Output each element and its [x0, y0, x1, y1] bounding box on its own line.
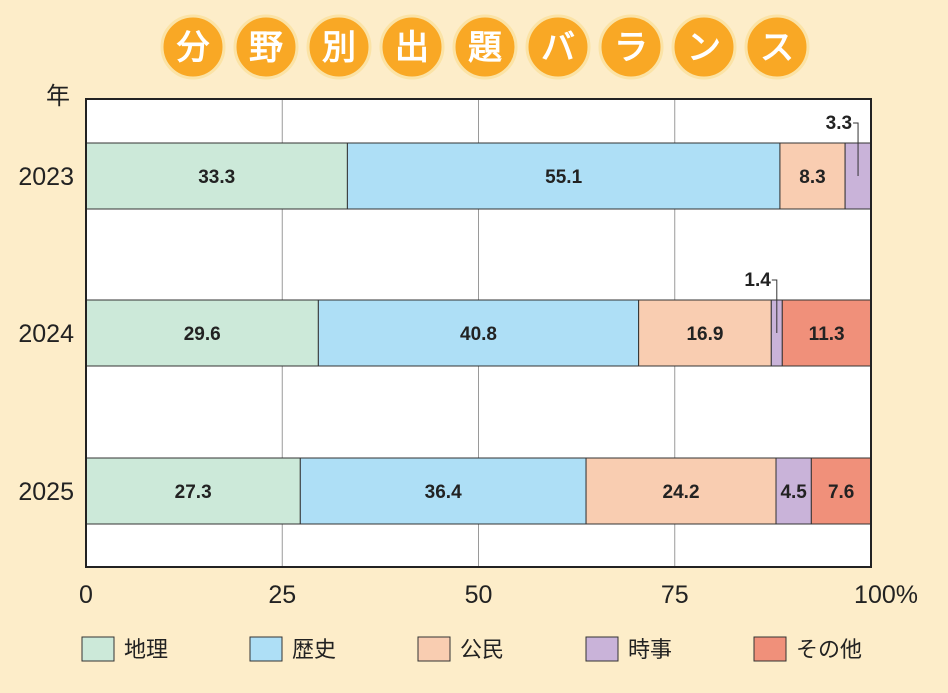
- legend-item: 時事: [585, 636, 672, 663]
- title-char-3: 別: [322, 28, 356, 68]
- legend-swatch: [585, 636, 619, 662]
- legend-swatch: [753, 636, 787, 662]
- data-label: 8.3: [799, 167, 825, 188]
- title-circle-8: [671, 14, 737, 80]
- legend-swatch: [81, 636, 115, 662]
- category-label: 2024: [18, 320, 74, 348]
- data-label: 55.1: [545, 167, 582, 188]
- x-tick-label: 0: [79, 581, 93, 609]
- legend-label: 地理: [124, 638, 168, 663]
- title-char-2: 野: [249, 28, 283, 68]
- bar-segment: [346, 142, 781, 210]
- bar-segment: [775, 457, 812, 525]
- bars: 33.3 55.1 8.3 29.6 40.8 16.9 11.3 27.3 36.4 24.2 4…: [85, 142, 872, 525]
- data-label: 16.9: [686, 324, 723, 345]
- title-char-1: 分: [176, 28, 210, 68]
- category-label: 2025: [18, 478, 74, 506]
- title-circle-5: [452, 14, 518, 80]
- legend-label: 公民: [460, 638, 504, 663]
- title-char-7: ラ: [614, 28, 648, 68]
- category-axis: 2023 2024 2025: [18, 163, 74, 506]
- legend-item: 公民: [417, 636, 504, 663]
- legend-swatch: [417, 636, 451, 662]
- x-tick-label: 75: [661, 581, 689, 609]
- callouts: 3.3 1.4: [744, 113, 859, 333]
- title-circle-1: [160, 14, 226, 80]
- title-circle-9: [744, 14, 810, 80]
- title-char-8: ン: [687, 28, 721, 68]
- title-char-4: 出: [395, 28, 429, 68]
- data-label: 27.3: [175, 482, 212, 503]
- data-label: 29.6: [184, 324, 221, 345]
- bar-segment: [85, 299, 319, 367]
- bar-segment: [85, 457, 301, 525]
- x-tick-label: 25: [268, 581, 296, 609]
- title-circle-7: [598, 14, 664, 80]
- legend-swatch: [249, 636, 283, 662]
- data-label: 36.4: [425, 482, 462, 503]
- bar-segment: [638, 299, 772, 367]
- bar-segment: [317, 299, 640, 367]
- data-label: 33.3: [198, 167, 235, 188]
- bar-segment: [781, 299, 872, 367]
- value-axis: 0 25 50 75 100%: [79, 581, 918, 609]
- legend-item: 地理: [81, 636, 168, 663]
- x-tick-label: 100%: [854, 581, 918, 609]
- legend: 地理 歴史 公民 時事 その他: [81, 636, 862, 663]
- data-label: 40.8: [460, 324, 497, 345]
- title-circle-6: [525, 14, 591, 80]
- title-char-5: 題: [468, 28, 502, 68]
- legend-label: 歴史: [292, 638, 336, 663]
- data-label: 3.3: [826, 113, 852, 134]
- data-label: 1.4: [744, 270, 771, 291]
- title-char-9: ス: [760, 28, 794, 68]
- category-label: 2023: [18, 163, 74, 191]
- title-char-6: バ: [541, 28, 575, 68]
- bar-segment: [779, 142, 846, 210]
- title-circle-4: [379, 14, 445, 80]
- bar-segment: [810, 457, 872, 525]
- plot-border: [85, 98, 872, 568]
- callout-leader: [853, 122, 859, 176]
- bar-segment: [585, 457, 777, 525]
- x-tick-label: 50: [465, 581, 493, 609]
- chart-title: 分野別出題バランス: [160, 14, 810, 80]
- y-axis-label: 年: [46, 82, 70, 110]
- title-circle-2: [233, 14, 299, 80]
- legend-label: その他: [796, 638, 862, 663]
- legend-label: 時事: [628, 638, 672, 663]
- callout-leader: [771, 279, 778, 333]
- legend-item: その他: [753, 636, 862, 663]
- legend-item: 歴史: [249, 636, 336, 663]
- bar-segment: [299, 457, 587, 525]
- data-label: 4.5: [780, 482, 807, 503]
- data-label: 24.2: [663, 482, 700, 503]
- title-circle-3: [306, 14, 372, 80]
- data-label: 7.6: [828, 482, 854, 503]
- data-label: 11.3: [809, 324, 845, 345]
